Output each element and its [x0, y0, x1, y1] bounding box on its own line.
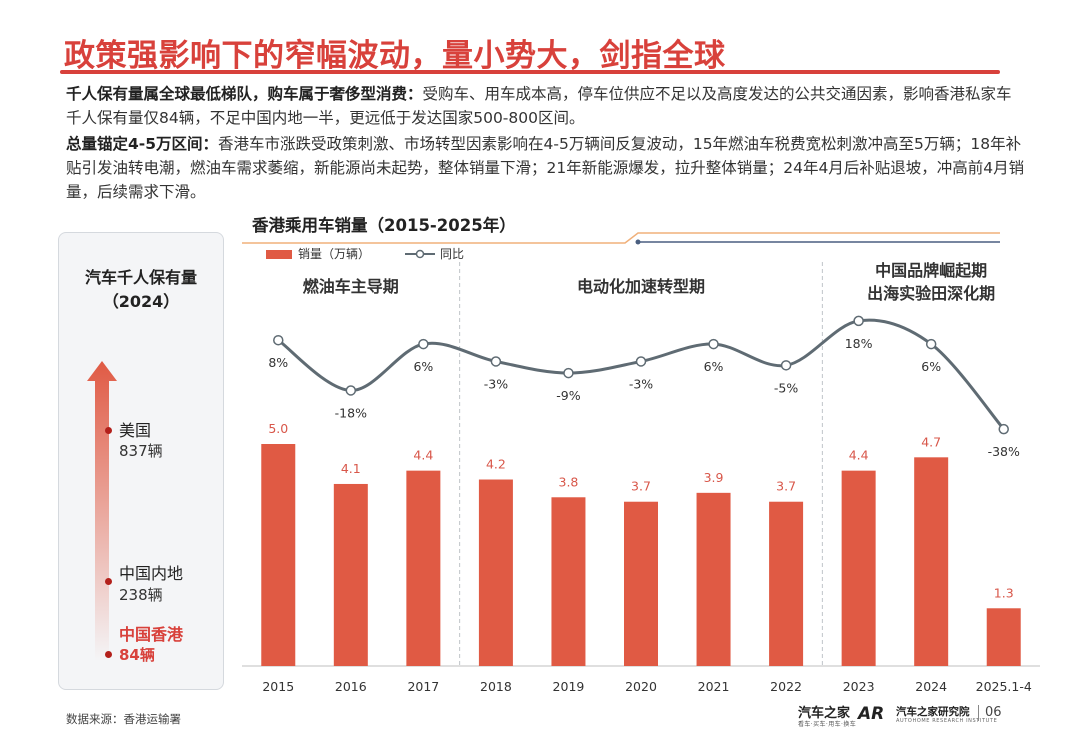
legend-line-marker	[415, 249, 425, 259]
x-tick-label: 2020	[625, 679, 657, 694]
line-point	[490, 356, 502, 367]
ownership-card-title: 汽车千人保有量 （2024）	[59, 266, 223, 314]
bar	[478, 479, 513, 666]
institute-name-en: AUTOHOME RESEARCH INSTITUTE	[896, 718, 998, 724]
phase-label: 电动化加速转型期	[577, 277, 705, 296]
line-point	[345, 385, 357, 396]
line-point	[635, 356, 647, 367]
bar-value-label: 4.7	[921, 434, 941, 449]
line-value-label: -3%	[629, 376, 653, 391]
bar	[841, 470, 876, 666]
line-point	[273, 334, 284, 346]
ownership-name-hongkong: 中国香港	[119, 625, 184, 644]
line-point	[998, 423, 1009, 435]
paragraph-ownership-text: 受购车、用车成本高，停车位供应不足以及高度发达的公共交通因素，影响香港私家车千人…	[66, 85, 1012, 127]
marker-dot-us	[105, 427, 112, 434]
ownership-name-mainland: 中国内地	[119, 564, 184, 583]
page-number: 06	[985, 705, 1002, 720]
x-tick-label: 2022	[770, 679, 802, 694]
x-tick-label: 2023	[843, 679, 875, 694]
data-source: 数据来源：香港运输署	[66, 712, 181, 726]
bar	[696, 492, 731, 666]
line-point	[418, 338, 429, 350]
bar	[624, 501, 658, 666]
x-tick-label: 2018	[480, 679, 512, 694]
bar-value-label: 4.1	[341, 461, 361, 476]
x-tick-label: 2025.1-4	[976, 679, 1032, 694]
line-point	[780, 360, 792, 371]
legend-line-label: 同比	[440, 247, 464, 261]
bar-value-label: 5.0	[268, 421, 288, 436]
title-rule	[60, 70, 1000, 74]
yoy-line	[277, 318, 1005, 431]
x-tick-label: 2019	[553, 679, 585, 694]
phase-label: 燃油车主导期	[303, 277, 399, 296]
up-arrow-icon	[87, 361, 117, 661]
paragraph-volume-text: 香港车市涨跌受政策刺激、市场转型因素影响在4-5万辆间反复波动，15年燃油车税费…	[66, 135, 1025, 201]
ownership-value-mainland: 238辆	[119, 586, 163, 604]
marker-dot-mainland	[105, 578, 112, 585]
brand-logo: 汽车之家	[798, 706, 851, 721]
bar-value-label: 3.8	[559, 474, 579, 489]
ownership-card-title-line2: （2024）	[102, 292, 180, 311]
line-point	[563, 367, 574, 379]
bar-value-label: 4.4	[849, 448, 869, 463]
institute-logo-mark: AR	[858, 704, 885, 724]
line-value-label: -18%	[335, 405, 367, 420]
legend-bar-label: 销量（万辆）	[298, 247, 370, 261]
line-value-label: 6%	[413, 359, 433, 374]
line-value-label: 8%	[268, 355, 288, 370]
brand-logo-tagline: 看车·买车·用车·换车	[798, 721, 857, 728]
bar	[551, 497, 586, 666]
title-accent-line	[242, 232, 1000, 244]
x-tick-label: 2016	[335, 679, 367, 694]
bar	[333, 483, 368, 666]
ownership-value-us: 837辆	[119, 442, 163, 460]
bar-value-label: 4.4	[413, 448, 433, 463]
institute-name: 汽车之家研究院	[896, 706, 970, 718]
ownership-value-hongkong: 84辆	[119, 646, 155, 664]
line-point	[925, 338, 937, 350]
line-value-label: -3%	[484, 376, 508, 391]
bar-value-label: 3.7	[776, 479, 796, 494]
bar	[261, 444, 296, 666]
paragraph-ownership-lead: 千人保有量属全球最低梯队，购车属于奢侈型消费：	[66, 85, 423, 103]
line-point	[708, 338, 719, 350]
x-tick-label: 2024	[915, 679, 947, 694]
ownership-card-title-line1: 汽车千人保有量	[84, 268, 197, 287]
page-number-divider	[978, 705, 979, 721]
bar-value-label: 1.3	[994, 585, 1014, 600]
line-value-label: 6%	[921, 359, 941, 374]
x-tick-label: 2015	[262, 679, 294, 694]
paragraph-ownership: 千人保有量属全球最低梯队，购车属于奢侈型消费：受购车、用车成本高，停车位供应不足…	[66, 82, 1026, 130]
line-value-label: -5%	[774, 380, 798, 395]
paragraph-volume: 总量锚定4-5万区间：香港车市涨跌受政策刺激、市场转型因素影响在4-5万辆间反复…	[66, 132, 1026, 204]
marker-dot-hongkong	[105, 651, 112, 658]
bar-value-label: 3.7	[631, 479, 651, 494]
line-value-label: -38%	[988, 444, 1020, 459]
line-value-label: -9%	[556, 388, 580, 403]
bar-value-label: 4.2	[486, 457, 506, 472]
x-tick-label: 2017	[407, 679, 439, 694]
chart-title: 香港乘用车销量（2015-2025年）	[252, 216, 516, 235]
line-point	[853, 315, 864, 327]
ownership-name-us: 美国	[119, 421, 152, 440]
bar	[914, 457, 949, 666]
phase-label: 中国品牌崛起期	[875, 261, 987, 280]
bar	[406, 470, 441, 666]
legend-bar-swatch	[266, 250, 292, 259]
page-title: 政策强影响下的窄幅波动，量小势大，剑指全球	[64, 38, 726, 74]
phase-label: 出海实验田深化期	[867, 284, 995, 303]
line-value-label: 6%	[704, 359, 724, 374]
bar	[986, 608, 1021, 666]
bar	[769, 501, 804, 666]
x-tick-label: 2021	[698, 679, 730, 694]
line-value-label: 18%	[845, 336, 873, 351]
bar-value-label: 3.9	[704, 470, 724, 485]
title-accent-dot	[635, 239, 641, 245]
paragraph-volume-lead: 总量锚定4-5万区间：	[66, 135, 219, 153]
ownership-card: 汽车千人保有量 （2024） 美国 837辆 中国内地 238辆 中国香港 84…	[58, 232, 224, 690]
